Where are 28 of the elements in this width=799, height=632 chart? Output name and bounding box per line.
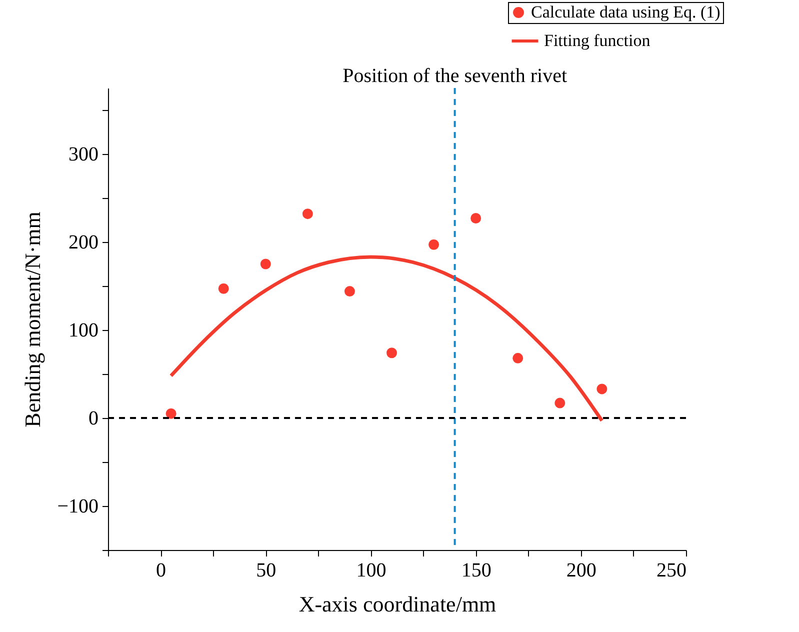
y-tick-label: 100 — [68, 320, 98, 342]
y-axis-title: Bending moment/N·mm — [20, 212, 46, 428]
y-tick-label: 300 — [68, 144, 98, 166]
x-tick-label: 0 — [156, 560, 166, 582]
legend-label: Fitting function — [544, 31, 651, 50]
point — [260, 258, 271, 270]
point — [512, 352, 524, 364]
line-series — [169, 255, 604, 422]
point — [302, 208, 313, 220]
legend-label: Calculate data using Eq. (1) — [531, 2, 720, 22]
ref-line-label: Position of the seventh rivet — [342, 65, 568, 87]
point — [554, 398, 566, 408]
x-tick-label: 250 — [656, 560, 686, 582]
point — [344, 286, 355, 297]
y-tick-label: 0 — [88, 408, 98, 430]
y-tick-label: −100 — [57, 496, 98, 518]
x-tick-label: 150 — [461, 560, 492, 582]
x-axis-title: X-axis coordinate/mm — [298, 592, 496, 616]
y-tick-label: 200 — [68, 232, 98, 254]
point — [428, 239, 440, 250]
x-tick-label: 100 — [356, 560, 386, 582]
point — [470, 213, 482, 224]
point — [218, 283, 229, 294]
point — [386, 348, 397, 358]
point — [166, 408, 176, 419]
point — [596, 384, 608, 394]
x-tick-label: 200 — [566, 560, 596, 582]
x-tick-label: 50 — [256, 560, 276, 582]
